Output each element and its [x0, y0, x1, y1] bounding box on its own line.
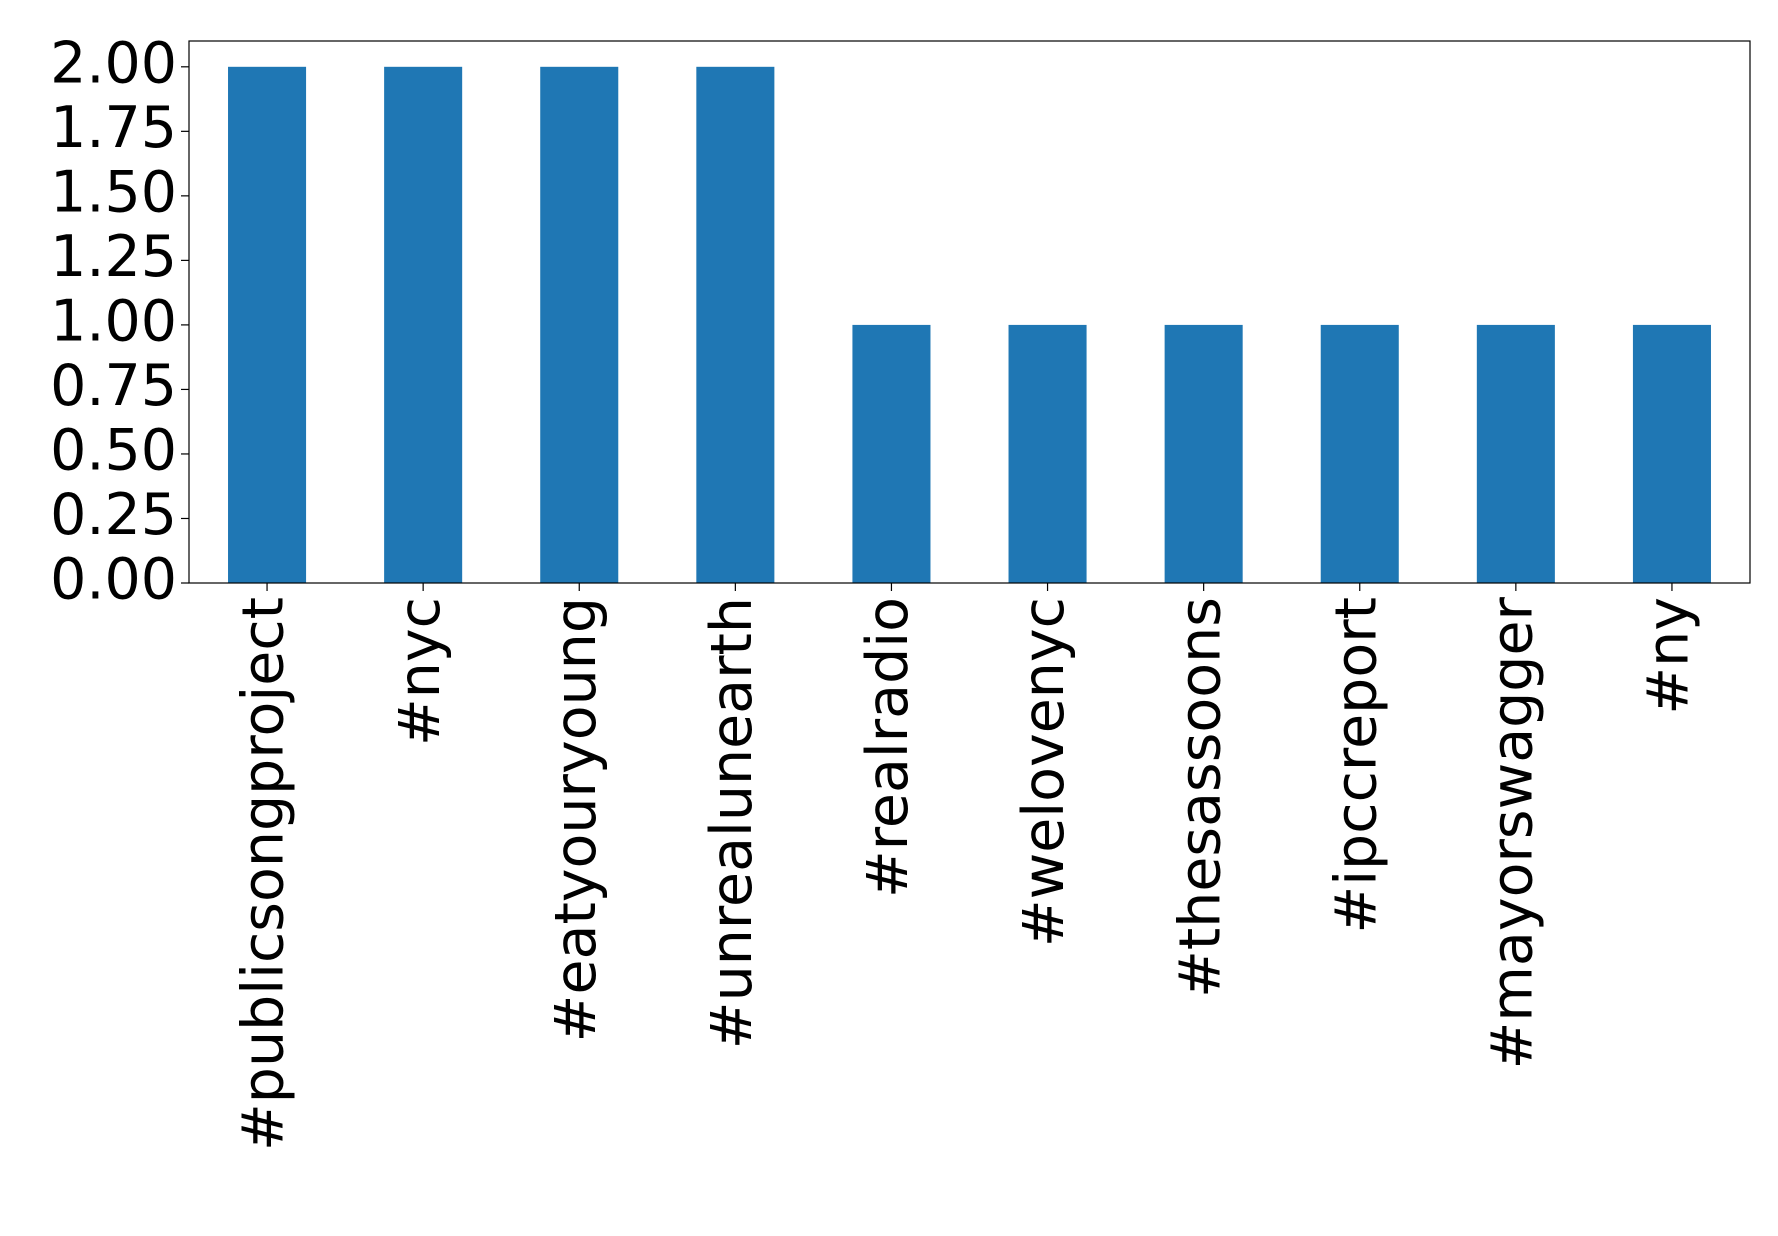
y-tick-label: 1.00: [50, 289, 177, 355]
x-tick-label: #ipccreport: [1323, 597, 1389, 934]
bar: [852, 324, 931, 583]
x-tick-label: #welovenyc: [1011, 597, 1077, 947]
y-tick-label: 1.50: [50, 159, 177, 225]
x-tick-label: #realradio: [855, 597, 921, 898]
y-tick-label: 0.75: [50, 353, 177, 419]
x-tick-label: #nyc: [387, 597, 453, 746]
y-tick-label: 2.00: [50, 30, 177, 96]
bar: [696, 66, 775, 584]
bar: [1476, 324, 1555, 583]
x-tick-label: #eatyouryoung: [543, 597, 609, 1042]
x-tick-label: #mayorswagger: [1479, 596, 1545, 1069]
bar: [1008, 324, 1087, 583]
bar: [540, 66, 619, 584]
plot-frame: [188, 40, 1751, 584]
x-tick-label: #ny: [1636, 597, 1702, 715]
bar: [1632, 324, 1711, 583]
y-tick-label: 0.00: [50, 547, 177, 613]
bar: [228, 66, 307, 584]
y-tick-label: 0.25: [50, 482, 177, 548]
y-tick-label: 1.75: [50, 95, 177, 161]
y-tick-label: 0.50: [50, 418, 177, 484]
bar: [1320, 324, 1399, 583]
bar: [384, 66, 463, 584]
x-tick-label: #unrealunearth: [699, 597, 765, 1049]
x-tick-label: #publicsongproject: [231, 597, 297, 1151]
bar: [1164, 324, 1243, 583]
y-tick-label: 1.25: [50, 224, 177, 290]
x-tick-label: #thesassoons: [1167, 597, 1233, 998]
